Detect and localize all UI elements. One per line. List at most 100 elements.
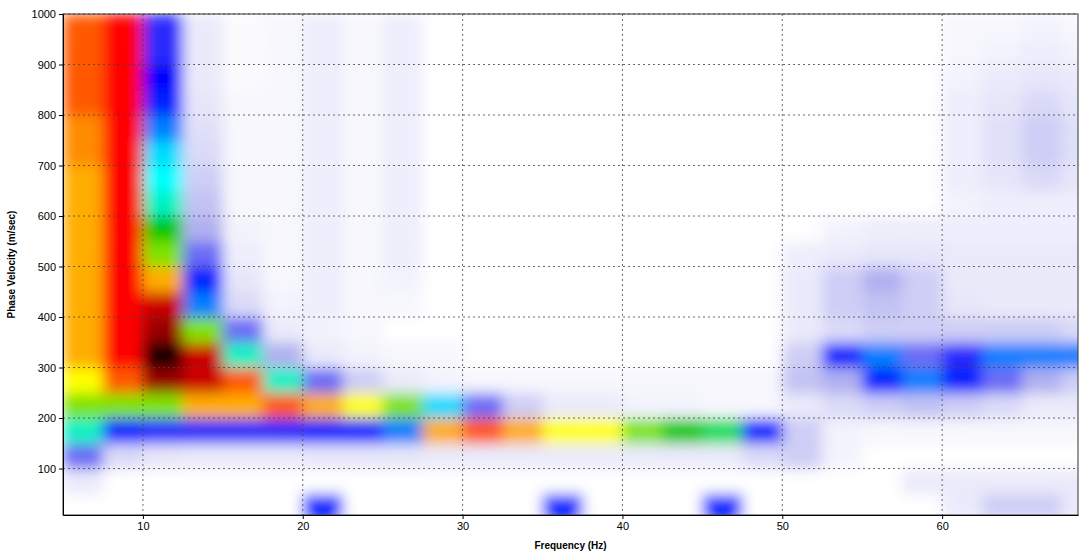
heatmap-cell (383, 368, 424, 394)
heatmap-cell (503, 191, 544, 217)
x-axis-line (64, 515, 1079, 516)
heatmap-cell (822, 469, 863, 495)
heatmap-cell (622, 368, 663, 394)
heatmap-cell (742, 191, 783, 217)
grid-line (142, 14, 143, 515)
heatmap-cell (503, 469, 544, 495)
y-tick-label: 800 (38, 109, 56, 121)
heatmap-cell (263, 140, 304, 166)
heatmap-cell (423, 317, 464, 343)
y-tick: 400 (38, 311, 63, 323)
heatmap-cell (702, 14, 743, 40)
x-tick-label: 40 (617, 520, 629, 532)
heatmap-cell (503, 39, 544, 65)
heatmap-cell (862, 90, 903, 116)
heatmap-cell (503, 368, 544, 394)
y-tick-label: 300 (38, 362, 56, 374)
heatmap-cell (702, 368, 743, 394)
heatmap-cell (582, 140, 623, 166)
heatmap-cell (1022, 65, 1063, 91)
heatmap-cell (183, 14, 224, 40)
heatmap-cell (982, 469, 1023, 495)
heatmap-cell (822, 140, 863, 166)
heatmap-cell (223, 393, 264, 419)
heatmap-cell (1062, 65, 1078, 91)
heatmap-cell (902, 267, 943, 293)
heatmap-cell (463, 443, 504, 469)
heatmap-cell (223, 469, 264, 495)
heatmap-cell (622, 216, 663, 242)
heatmap-cell (503, 342, 544, 368)
heatmap-cell (263, 418, 304, 444)
heatmap-cell (662, 292, 703, 318)
heatmap-cell (343, 267, 384, 293)
heatmap-cell (742, 494, 783, 515)
heatmap-cell (63, 191, 104, 217)
heatmap-cell (982, 241, 1023, 267)
heatmap-cell (582, 292, 623, 318)
heatmap-cell (543, 90, 584, 116)
x-tick-mark (303, 515, 304, 519)
heatmap-cell (1062, 216, 1078, 242)
heatmap-cell (63, 469, 104, 495)
heatmap-cell (622, 443, 663, 469)
heatmap-cell (503, 241, 544, 267)
heatmap-cell (742, 216, 783, 242)
heatmap-cell (103, 216, 144, 242)
heatmap-cell (1062, 267, 1078, 293)
heatmap-cell (782, 443, 823, 469)
heatmap-cell (622, 90, 663, 116)
y-tick-label: 700 (38, 160, 56, 172)
heatmap-cell (742, 368, 783, 394)
heatmap-cell (782, 292, 823, 318)
heatmap-cell (942, 166, 983, 192)
heatmap-cell (63, 393, 104, 419)
heatmap-cell (543, 292, 584, 318)
heatmap-cell (822, 418, 863, 444)
heatmap-cell (582, 418, 623, 444)
y-tick-label: 100 (38, 463, 56, 475)
heatmap-cell (263, 317, 304, 343)
heatmap-cell (702, 267, 743, 293)
heatmap-cell (1062, 241, 1078, 267)
heatmap-cell (622, 393, 663, 419)
heatmap-cell (662, 65, 703, 91)
heatmap-cell (303, 216, 344, 242)
heatmap-cell (303, 90, 344, 116)
heatmap-cell (582, 317, 623, 343)
heatmap-cell (223, 65, 264, 91)
heatmap-cell (223, 317, 264, 343)
heatmap-cell (423, 166, 464, 192)
heatmap-cell (383, 216, 424, 242)
heatmap-cell (942, 469, 983, 495)
heatmap-cell (343, 342, 384, 368)
heatmap-cell (343, 166, 384, 192)
x-tick-label: 30 (457, 520, 469, 532)
heatmap-cell (63, 39, 104, 65)
heatmap-cell (742, 65, 783, 91)
heatmap-cell (423, 14, 464, 40)
heatmap-cell (103, 65, 144, 91)
heatmap-cell (942, 368, 983, 394)
heatmap-cell (822, 443, 863, 469)
y-tick-label: 1000 (32, 8, 56, 20)
heatmap-cell (662, 115, 703, 141)
heatmap-cell (782, 65, 823, 91)
x-tick-mark (782, 515, 783, 519)
heatmap-cell (782, 469, 823, 495)
heatmap-cell (383, 166, 424, 192)
heatmap-cell (622, 469, 663, 495)
heatmap-cell (503, 292, 544, 318)
y-tick: 600 (38, 210, 63, 222)
heatmap-cell (942, 140, 983, 166)
grid-line (942, 14, 943, 515)
heatmap-cell (1022, 39, 1063, 65)
x-tick-label: 60 (937, 520, 949, 532)
heatmap-cell (463, 166, 504, 192)
heatmap-cell (582, 39, 623, 65)
heatmap-cell (423, 191, 464, 217)
heatmap-cell (942, 191, 983, 217)
heatmap-cell (303, 267, 344, 293)
heatmap-cell (782, 267, 823, 293)
heatmap-cell (183, 166, 224, 192)
